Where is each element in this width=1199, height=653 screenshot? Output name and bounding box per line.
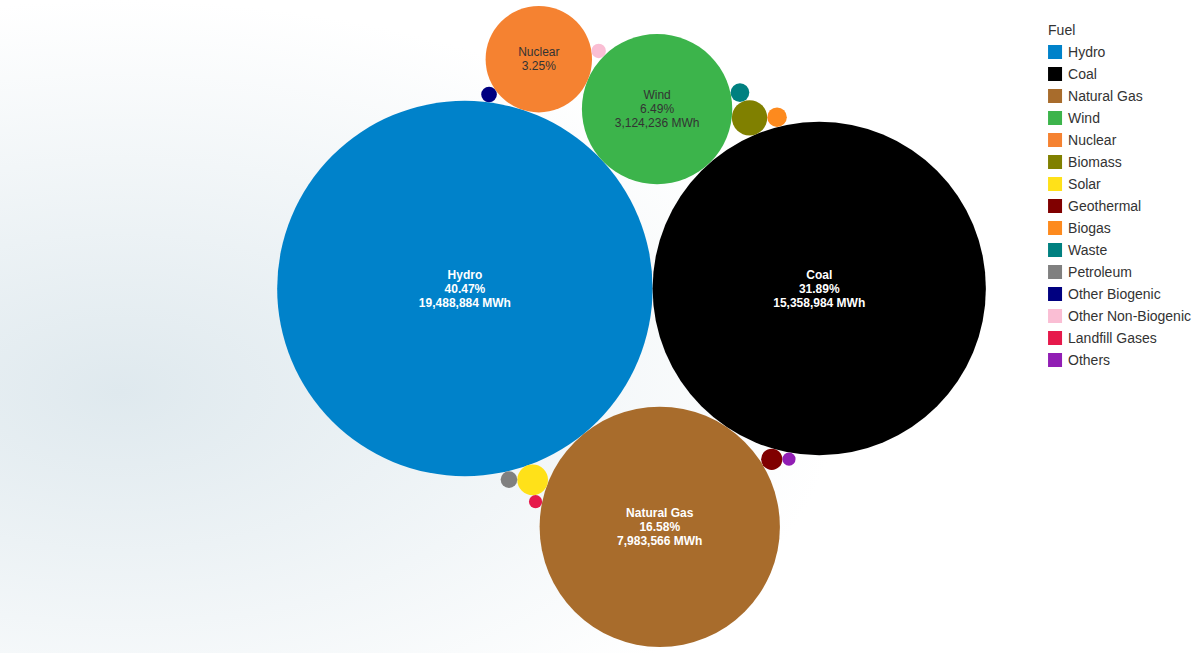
legend-label: Natural Gas bbox=[1068, 88, 1143, 104]
legend-swatch bbox=[1048, 133, 1062, 147]
legend-swatch bbox=[1048, 221, 1062, 235]
legend-swatch bbox=[1048, 155, 1062, 169]
legend-swatch bbox=[1048, 287, 1062, 301]
bubble bbox=[277, 101, 652, 476]
bubble bbox=[731, 83, 750, 102]
bubble bbox=[782, 452, 795, 465]
legend-item: Hydro bbox=[1048, 44, 1106, 60]
bubble bbox=[501, 471, 518, 488]
legend-item: Geothermal bbox=[1048, 198, 1141, 214]
legend-label: Nuclear bbox=[1068, 132, 1117, 148]
mwh-label: 3,124,236 MWh bbox=[615, 116, 700, 130]
bubble-name: Wind bbox=[643, 88, 670, 102]
legend-item: Others bbox=[1048, 352, 1110, 368]
legend-title: Fuel bbox=[1048, 22, 1075, 38]
legend-item: Wind bbox=[1048, 110, 1100, 126]
legend-label: Other Biogenic bbox=[1068, 286, 1161, 302]
bubble bbox=[481, 87, 497, 103]
bubble-name: Nuclear bbox=[518, 45, 559, 59]
legend-swatch bbox=[1048, 89, 1062, 103]
legend-swatch bbox=[1048, 265, 1062, 279]
legend-label: Waste bbox=[1068, 242, 1107, 258]
legend-item: Coal bbox=[1048, 66, 1097, 82]
legend-swatch bbox=[1048, 353, 1062, 367]
legend-item: Biogas bbox=[1048, 220, 1111, 236]
legend-label: Others bbox=[1068, 352, 1110, 368]
legend-label: Biomass bbox=[1068, 154, 1122, 170]
bubble-name: Natural Gas bbox=[626, 506, 694, 520]
legend-swatch bbox=[1048, 243, 1062, 257]
legend-label: Geothermal bbox=[1068, 198, 1141, 214]
legend-swatch bbox=[1048, 67, 1062, 81]
legend: Fuel Hydro Coal Natural Gas Wind Nuclear Bioma… bbox=[1048, 22, 1191, 368]
legend-item: Nuclear bbox=[1048, 132, 1117, 148]
legend-item: Landfill Gases bbox=[1048, 330, 1157, 346]
legend-label: Other Non-Biogenic bbox=[1068, 308, 1191, 324]
legend-swatch bbox=[1048, 45, 1062, 59]
mwh-label: 15,358,984 MWh bbox=[773, 296, 865, 310]
bubble bbox=[529, 495, 542, 508]
background bbox=[0, 0, 1199, 653]
legend-label: Petroleum bbox=[1068, 264, 1132, 280]
legend-label: Biogas bbox=[1068, 220, 1111, 236]
bubbles bbox=[277, 6, 986, 647]
value-label: 16.58% bbox=[639, 520, 680, 534]
legend-label: Landfill Gases bbox=[1068, 330, 1157, 346]
legend-item: Solar bbox=[1048, 176, 1101, 192]
bubble-name: Hydro bbox=[448, 268, 483, 282]
legend-swatch bbox=[1048, 309, 1062, 323]
bubble bbox=[591, 44, 605, 58]
legend-item: Petroleum bbox=[1048, 264, 1132, 280]
bubble bbox=[653, 122, 986, 455]
legend-item: Biomass bbox=[1048, 154, 1122, 170]
bubble bbox=[767, 107, 787, 127]
legend-item: Other Non-Biogenic bbox=[1048, 308, 1191, 324]
value-label: 31.89% bbox=[799, 282, 840, 296]
legend-swatch bbox=[1048, 331, 1062, 345]
data-labels: Hydro40.47%19,488,884 MWh Coal31.89%15,35… bbox=[419, 45, 865, 548]
mwh-label: 7,983,566 MWh bbox=[617, 534, 702, 548]
value-label: 40.47% bbox=[445, 282, 486, 296]
legend-label: Wind bbox=[1068, 110, 1100, 126]
legend-swatch bbox=[1048, 111, 1062, 125]
mwh-label: 19,488,884 MWh bbox=[419, 296, 511, 310]
bubble bbox=[540, 407, 780, 647]
bubble bbox=[761, 449, 782, 470]
bubble-name: Coal bbox=[806, 268, 832, 282]
bubble bbox=[486, 6, 592, 112]
legend-item: Waste bbox=[1048, 242, 1107, 258]
legend-label: Solar bbox=[1068, 176, 1101, 192]
value-label: 3.25% bbox=[522, 59, 556, 73]
legend-item: Natural Gas bbox=[1048, 88, 1143, 104]
legend-label: Hydro bbox=[1068, 44, 1106, 60]
bubble bbox=[582, 34, 732, 184]
bubble bbox=[732, 100, 767, 135]
chart: Fuel Hydro Coal Natural Gas Wind Nuclear Bioma… bbox=[0, 0, 1199, 653]
legend-label: Coal bbox=[1068, 66, 1097, 82]
legend-swatch bbox=[1048, 177, 1062, 191]
value-label: 6.49% bbox=[640, 102, 674, 116]
legend-swatch bbox=[1048, 199, 1062, 213]
bubble bbox=[517, 465, 548, 496]
legend-item: Other Biogenic bbox=[1048, 286, 1161, 302]
